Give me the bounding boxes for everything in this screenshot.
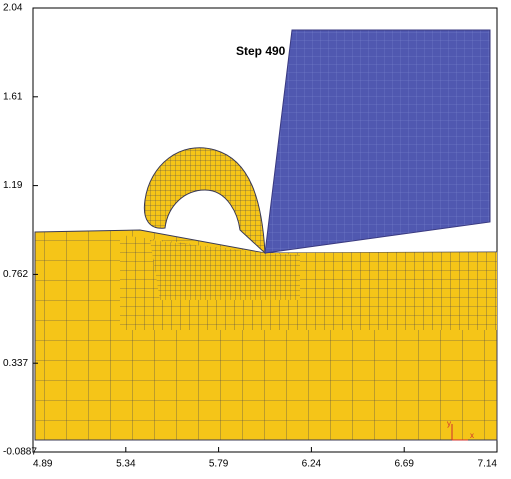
- simulation-view: Step 490 4.89 5.34 5.79 6.24 6.69 7.14 2.04 1.…: [0, 0, 511, 474]
- x-tick-label: 6.69: [394, 459, 414, 470]
- y-tick-label: 1.19: [3, 180, 23, 191]
- x-tick-label: 6.24: [302, 459, 322, 470]
- triad-x-label: x: [470, 431, 474, 440]
- y-tick-label: 0.762: [3, 269, 28, 280]
- cutting-tool: [265, 30, 490, 253]
- y-tick-label: -0.0887: [3, 447, 37, 458]
- x-tick-label: 5.79: [209, 459, 229, 470]
- triad-y-label: y: [447, 419, 451, 428]
- x-tick-label: 7.14: [478, 459, 498, 470]
- step-label: Step 490: [236, 44, 286, 58]
- x-tick-label: 4.89: [33, 459, 53, 470]
- x-tick-label: 5.34: [116, 459, 136, 470]
- y-tick-label: 1.61: [3, 91, 23, 102]
- y-tick-label: 2.04: [3, 3, 23, 14]
- y-tick-label: 0.337: [3, 358, 28, 369]
